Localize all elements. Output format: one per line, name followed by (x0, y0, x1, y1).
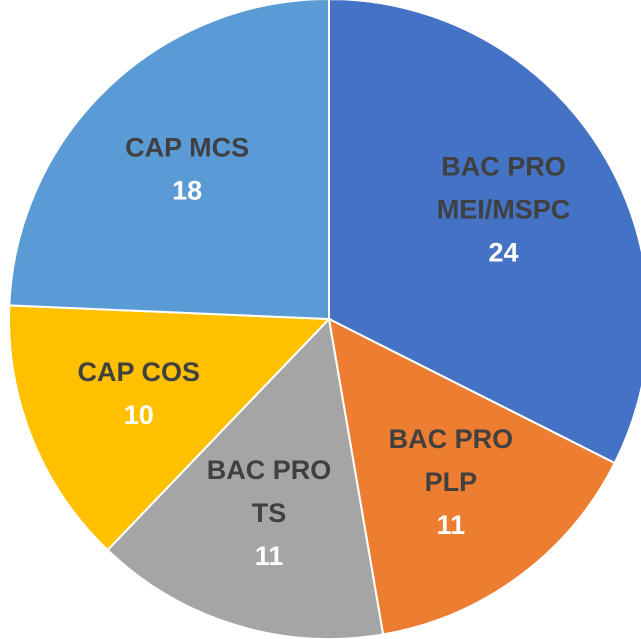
pie-slice (327, 317, 617, 636)
slice-value: 18 (172, 176, 202, 206)
slice-value: 24 (489, 238, 519, 268)
slice-label: BAC PRO MEI/MSPC (437, 152, 571, 225)
slice-label: BAC PRO PLP (389, 424, 514, 497)
slice-value: 11 (437, 510, 466, 540)
slice-value: 10 (124, 400, 154, 430)
slice-value: 11 (255, 541, 284, 571)
pie-slice (8, 304, 332, 552)
slice-label: CAP MCS (125, 133, 249, 163)
pie-slice (8, 0, 330, 321)
pie-slice (106, 316, 385, 639)
pie-slice (328, 0, 641, 465)
slice-label: CAP COS (78, 357, 201, 387)
slice-label: BAC PRO TS (207, 455, 332, 528)
